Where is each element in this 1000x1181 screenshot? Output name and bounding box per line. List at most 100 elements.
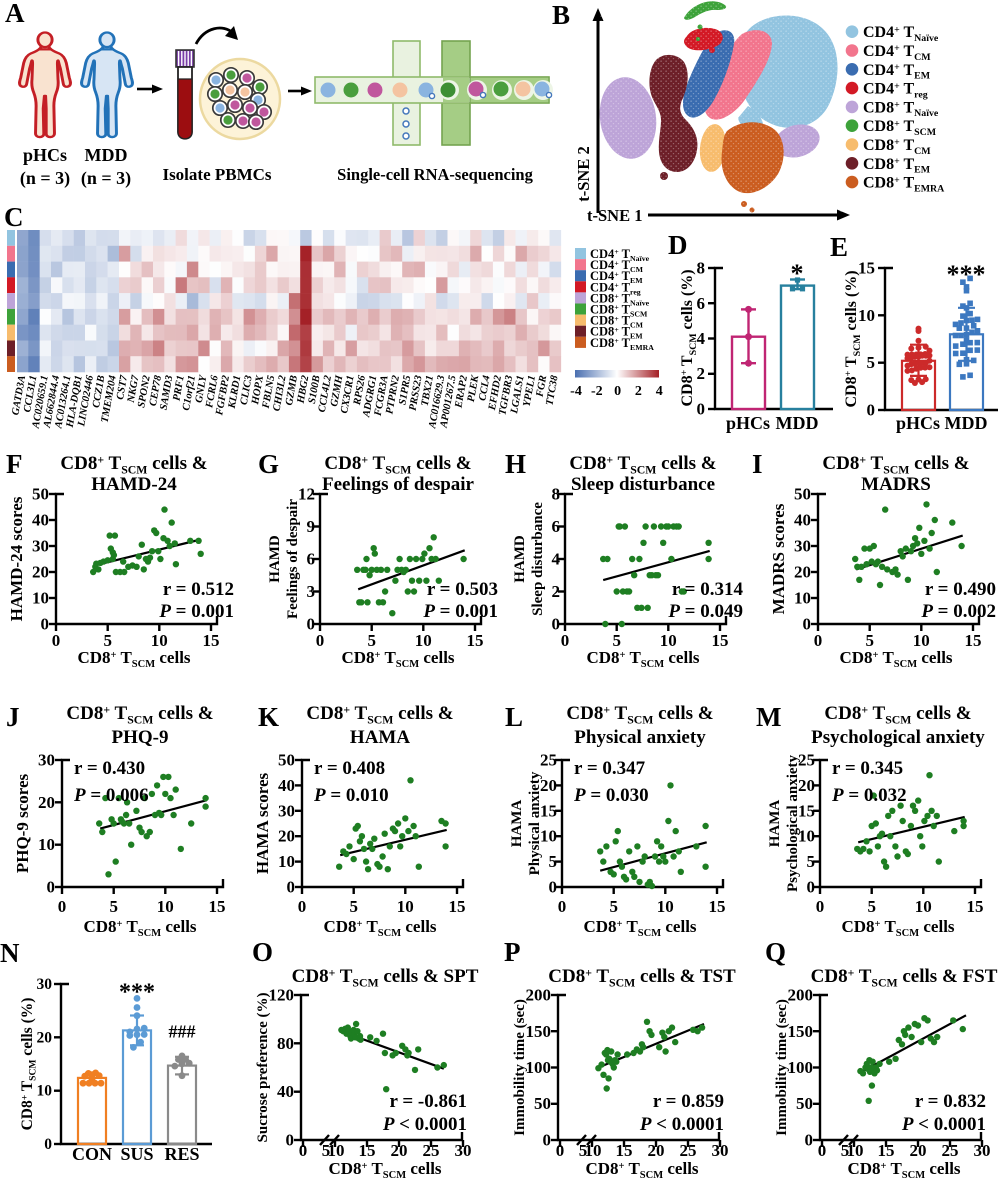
svg-text:0: 0 (58, 897, 67, 916)
svg-text:K: K (258, 702, 279, 732)
svg-text:HAMD: HAMD (512, 535, 528, 583)
svg-text:P = 0.006: P = 0.006 (73, 785, 149, 806)
svg-text:P = 0.032: P = 0.032 (831, 785, 907, 806)
svg-text:15: 15 (540, 801, 557, 820)
svg-text:FGR: FGR (534, 375, 549, 399)
svg-text:20: 20 (278, 827, 295, 846)
svg-text:0: 0 (867, 401, 876, 420)
svg-text:CD8+ TSCM cells: CD8+ TSCM cells (328, 1159, 441, 1181)
svg-text:5: 5 (103, 631, 112, 650)
svg-text:200: 200 (526, 986, 552, 1005)
svg-text:r = 0.347: r = 0.347 (574, 758, 646, 779)
svg-text:10: 10 (585, 1141, 602, 1160)
svg-text:P = 0.001: P = 0.001 (158, 601, 234, 622)
svg-text:15: 15 (467, 631, 484, 650)
svg-text:M: M (756, 702, 781, 732)
svg-text:HAMD: HAMD (267, 535, 283, 583)
svg-text:5: 5 (807, 852, 816, 871)
svg-text:40: 40 (32, 511, 49, 530)
svg-text:4: 4 (697, 329, 706, 348)
svg-text:0: 0 (814, 631, 823, 650)
svg-text:0: 0 (287, 878, 296, 897)
svg-text:HAMA scores: HAMA scores (253, 773, 272, 875)
svg-text:25: 25 (423, 1141, 440, 1160)
svg-text:0: 0 (44, 1136, 52, 1153)
svg-text:0: 0 (556, 1141, 565, 1160)
svg-text:r = 0.832: r = 0.832 (915, 1091, 986, 1112)
svg-text:Isolate PBMCs: Isolate PBMCs (162, 165, 271, 184)
svg-text:CD4+ Treg: CD4+ Treg (863, 81, 928, 101)
svg-text:15: 15 (209, 897, 226, 916)
svg-text:Sleep disturbance: Sleep disturbance (530, 502, 546, 616)
svg-text:P: P (504, 937, 521, 967)
svg-text:(n = 3): (n = 3) (20, 168, 70, 189)
svg-text:P = 0.030: P = 0.030 (573, 785, 649, 806)
svg-text:10: 10 (913, 631, 930, 650)
svg-text:5: 5 (549, 852, 558, 871)
svg-text:50: 50 (32, 485, 49, 504)
svg-text:MADRS: MADRS (861, 474, 931, 495)
svg-text:0: 0 (299, 1141, 308, 1160)
svg-text:G: G (258, 449, 279, 479)
svg-text:MADRS scores: MADRS scores (769, 503, 788, 614)
svg-text:15: 15 (798, 801, 815, 820)
svg-text:15: 15 (203, 631, 220, 650)
svg-text:5: 5 (841, 1141, 850, 1160)
svg-text:PRF1: PRF1 (171, 375, 186, 402)
svg-text:0: 0 (697, 400, 706, 419)
svg-text:P = 0.002: P = 0.002 (920, 601, 996, 622)
svg-text:CD8+ TSCM cells: CD8+ TSCM cells (583, 917, 696, 939)
svg-text:CD8+ TSCM cells &: CD8+ TSCM cells & (60, 452, 207, 476)
svg-text:50: 50 (796, 1094, 813, 1113)
svg-text:P = 0.010: P = 0.010 (313, 785, 389, 806)
svg-text:P < 0.0001: P < 0.0001 (382, 1114, 467, 1135)
svg-text:CD8+ TSCM cells & TST: CD8+ TSCM cells & TST (548, 965, 736, 989)
svg-text:0: 0 (558, 897, 567, 916)
svg-text:10: 10 (540, 827, 557, 846)
svg-text:30: 30 (278, 801, 295, 820)
svg-text:CD8+ TEMRA: CD8+ TEMRA (590, 336, 654, 352)
svg-text:10: 10 (660, 631, 677, 650)
svg-text:YPEL1: YPEL1 (522, 375, 538, 408)
svg-text:6: 6 (307, 550, 316, 569)
svg-text:0: 0 (614, 384, 621, 399)
svg-text:r = 0.314: r = 0.314 (672, 579, 744, 600)
svg-text:15: 15 (359, 1141, 376, 1160)
svg-text:N: N (0, 938, 20, 968)
svg-text:CD8+ TSCM cells &: CD8+ TSCM cells & (566, 702, 713, 726)
svg-text:E: E (830, 232, 848, 262)
svg-text:PLEK: PLEK (466, 374, 482, 403)
svg-text:NKG7: NKG7 (126, 374, 142, 405)
svg-text:CD8+ TEM: CD8+ TEM (863, 156, 931, 176)
svg-text:25: 25 (942, 1141, 959, 1160)
svg-text:20: 20 (32, 563, 49, 582)
svg-text:I: I (752, 449, 763, 479)
svg-text:C: C (4, 202, 24, 232)
svg-text:*: * (791, 259, 804, 288)
svg-text:100: 100 (788, 1058, 814, 1077)
svg-text:5: 5 (349, 897, 358, 916)
svg-text:HAMA: HAMA (767, 800, 783, 848)
svg-text:30: 30 (974, 1141, 991, 1160)
svg-text:12: 12 (298, 485, 315, 504)
svg-text:CD8+ TNaïve: CD8+ TNaïve (590, 291, 650, 307)
svg-text:A: A (5, 0, 25, 28)
svg-text:CD8+ TSCM: CD8+ TSCM (590, 303, 648, 319)
svg-text:GNLY: GNLY (194, 373, 210, 404)
svg-text:120: 120 (269, 986, 295, 1005)
svg-text:RPS26: RPS26 (352, 374, 368, 407)
svg-text:10: 10 (278, 852, 295, 871)
svg-text:0: 0 (816, 897, 825, 916)
svg-text:HAMD-24: HAMD-24 (91, 474, 177, 495)
svg-text:0: 0 (807, 878, 816, 897)
svg-text:5: 5 (609, 897, 618, 916)
svg-text:10: 10 (151, 631, 168, 650)
svg-text:10: 10 (798, 827, 815, 846)
svg-text:Immobility time (sec): Immobility time (sec) (774, 999, 790, 1136)
svg-text:RES: RES (164, 1144, 199, 1164)
svg-text:HAMA: HAMA (350, 727, 410, 748)
svg-text:CD8+ TCM: CD8+ TCM (863, 137, 931, 157)
svg-text:CD8+ TSCM: CD8+ TSCM (863, 118, 937, 138)
svg-text:3: 3 (307, 582, 316, 601)
svg-text:CD4+ TEM: CD4+ TEM (590, 269, 643, 285)
